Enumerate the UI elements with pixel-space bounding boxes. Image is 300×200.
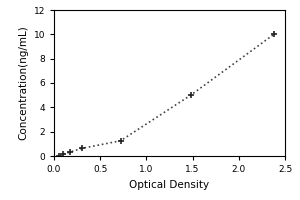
X-axis label: Optical Density: Optical Density xyxy=(129,180,210,190)
Y-axis label: Concentration(ng/mL): Concentration(ng/mL) xyxy=(18,26,28,140)
